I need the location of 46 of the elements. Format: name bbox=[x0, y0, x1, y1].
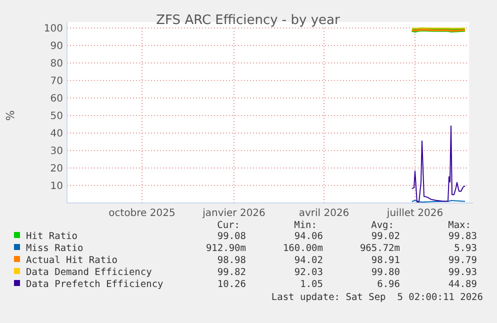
text: 99.02 bbox=[371, 231, 400, 242]
text: 98.91 bbox=[371, 255, 400, 266]
text: Min: bbox=[294, 220, 317, 231]
text: 5.93 bbox=[454, 243, 477, 254]
text: 99.08 bbox=[217, 231, 246, 242]
text: 98.98 bbox=[217, 255, 246, 266]
text: Avg: bbox=[371, 220, 394, 231]
y-axis-title: % bbox=[4, 110, 17, 121]
x-tick-label: juillet 2026 bbox=[386, 208, 444, 219]
text: 94.02 bbox=[294, 255, 323, 266]
y-tick-label: 30 bbox=[50, 146, 63, 157]
legend-label: Actual Hit Ratio bbox=[26, 255, 118, 266]
text: 10.26 bbox=[217, 279, 246, 290]
text: 965.72m bbox=[360, 243, 400, 254]
legend-label: Miss Ratio bbox=[26, 243, 84, 254]
x-tick-label: janvier 2026 bbox=[202, 208, 266, 219]
text: 99.83 bbox=[448, 231, 477, 242]
text: Last update: Sat Sep 5 02:00:11 2026 bbox=[271, 292, 484, 303]
y-tick-label: 10 bbox=[50, 181, 63, 192]
y-tick-label: 100 bbox=[44, 24, 63, 34]
y-tick-label: 20 bbox=[50, 164, 63, 174]
y-tick-label: 90 bbox=[50, 41, 63, 52]
text: 912.90m bbox=[206, 243, 246, 254]
legend-label: Hit Ratio bbox=[26, 231, 78, 242]
text: 6.96 bbox=[377, 279, 400, 290]
text: Max: bbox=[448, 220, 471, 231]
legend-label: Data Demand Efficiency bbox=[26, 267, 152, 278]
text: 92.03 bbox=[294, 267, 323, 278]
text: 99.80 bbox=[371, 267, 400, 278]
y-tick-label: 50 bbox=[50, 111, 63, 122]
y-tick-label: 60 bbox=[50, 94, 63, 104]
text: 94.06 bbox=[294, 231, 324, 242]
x-tick-label: avril 2026 bbox=[298, 208, 350, 219]
y-tick-label: 40 bbox=[50, 128, 63, 140]
text: 99.82 bbox=[217, 267, 246, 278]
text: 99.79 bbox=[448, 255, 478, 266]
y-tick-label: 80 bbox=[50, 58, 63, 70]
text: 160.00m bbox=[282, 243, 324, 254]
text: 1.05 bbox=[300, 279, 323, 290]
legend-label: Data Prefetch Efficiency bbox=[26, 279, 164, 290]
text: 44.89 bbox=[448, 279, 478, 290]
chart-title: ZFS ARC Efficiency - by year bbox=[156, 13, 340, 28]
text: Cur: bbox=[217, 220, 240, 231]
y-tick-label: 70 bbox=[50, 76, 63, 87]
x-tick-label: octobre 2025 bbox=[108, 208, 176, 219]
text: 99.93 bbox=[448, 267, 477, 278]
